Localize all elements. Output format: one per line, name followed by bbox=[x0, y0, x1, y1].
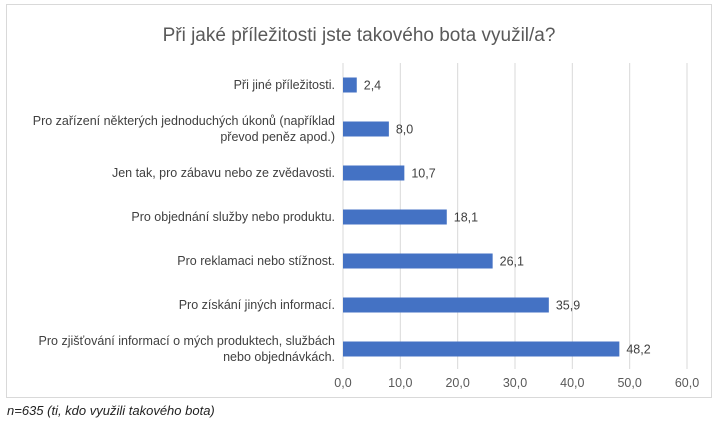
category-label: Pro reklamaci nebo stížnost. bbox=[177, 254, 335, 268]
gridlines bbox=[342, 63, 688, 369]
bar bbox=[343, 165, 405, 181]
bar-chart: Při jaké příležitosti jste takového bota… bbox=[33, 25, 699, 390]
x-tick-label: 60,0 bbox=[675, 376, 699, 390]
data-label: 2,4 bbox=[364, 79, 381, 93]
bar bbox=[343, 121, 389, 137]
x-axis-ticks: 0,0 10,0 20,0 30,0 40,0 50,0 60,0 bbox=[334, 376, 699, 390]
sample-size-note: n=635 (ti, kdo využili takového bota) bbox=[7, 403, 215, 418]
data-label: 26,1 bbox=[500, 255, 524, 269]
x-tick-label: 0,0 bbox=[334, 376, 351, 390]
bar bbox=[343, 209, 447, 225]
category-label: Pro zařízení některých jednoduchých úkon… bbox=[33, 114, 335, 144]
bars bbox=[343, 77, 620, 357]
x-tick-label: 20,0 bbox=[445, 376, 469, 390]
data-label: 35,9 bbox=[556, 299, 580, 313]
chart-title: Při jaké příležitosti jste takového bota… bbox=[163, 25, 556, 46]
data-labels: 2,4 8,0 10,7 18,1 26,1 35,9 48,2 bbox=[364, 79, 651, 357]
x-tick-label: 10,0 bbox=[388, 376, 412, 390]
category-label: Pro získání jiných informací. bbox=[179, 298, 335, 312]
bar bbox=[343, 77, 357, 93]
data-label: 48,2 bbox=[626, 343, 650, 357]
category-label: Při jiné příležitosti. bbox=[234, 78, 335, 92]
x-tick-label: 30,0 bbox=[503, 376, 527, 390]
category-label: Pro zjišťování informací o mých produkte… bbox=[39, 334, 336, 364]
bar bbox=[343, 341, 620, 357]
data-label: 18,1 bbox=[454, 211, 478, 225]
category-labels: Při jiné příležitosti. Pro zařízení někte… bbox=[33, 78, 335, 364]
bar bbox=[343, 297, 549, 313]
chart-frame: Při jaké příležitosti jste takového bota… bbox=[6, 4, 712, 398]
category-label: Pro objednání služby nebo produktu. bbox=[131, 210, 335, 224]
data-label: 8,0 bbox=[396, 123, 413, 137]
category-label: Jen tak, pro zábavu nebo ze zvědavosti. bbox=[112, 166, 335, 180]
x-tick-label: 50,0 bbox=[617, 376, 641, 390]
x-tick-label: 40,0 bbox=[560, 376, 584, 390]
data-label: 10,7 bbox=[411, 167, 435, 181]
bar bbox=[343, 253, 493, 269]
